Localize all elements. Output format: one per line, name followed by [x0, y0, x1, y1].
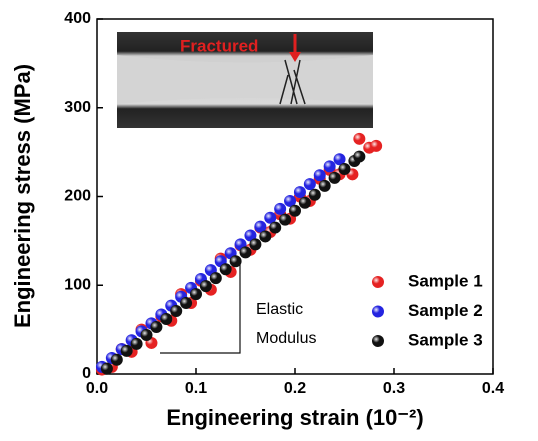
legend-label: Sample 2 — [408, 301, 483, 320]
point-shine — [130, 337, 143, 350]
point-shine — [219, 263, 232, 276]
point-shine — [318, 179, 331, 192]
x-tick-label: 0.3 — [383, 380, 405, 397]
point-shine — [180, 297, 193, 309]
point-shine — [199, 280, 212, 293]
annotation: Elastic — [256, 301, 303, 318]
legend-label: Sample 1 — [408, 271, 483, 290]
y-tick-label: 300 — [64, 99, 91, 116]
point-shine — [140, 328, 153, 341]
point-shine — [170, 304, 183, 317]
y-tick-label: 400 — [64, 10, 91, 27]
point-shine — [279, 213, 292, 226]
inset-photo: Fractured — [117, 32, 373, 128]
y-tick-label: 200 — [64, 188, 91, 205]
point-shine — [308, 188, 321, 201]
point-shine — [259, 230, 272, 243]
point-shine — [303, 178, 316, 191]
point-shine — [229, 255, 242, 268]
point-shine — [254, 220, 267, 233]
legend-marker-shine — [372, 335, 384, 347]
point-shine — [100, 362, 113, 375]
point-shine — [249, 238, 262, 251]
point-shine — [338, 162, 351, 175]
point-shine — [274, 202, 287, 215]
point-shine — [333, 153, 346, 166]
point-shine — [244, 229, 257, 242]
point-shine — [313, 169, 326, 182]
point-shine — [323, 160, 336, 173]
point-shine — [284, 194, 297, 207]
y-tick-label: 0 — [82, 365, 91, 382]
point-shine — [353, 150, 366, 163]
x-axis-label: Engineering strain (10⁻²) — [166, 405, 423, 430]
point-shine — [328, 171, 341, 184]
point-shine — [190, 288, 202, 301]
inset-label: Fractured — [180, 36, 258, 55]
x-tick-label: 0.2 — [284, 380, 306, 397]
legend-marker-shine — [372, 276, 384, 288]
point-shine — [209, 272, 222, 285]
point-shine — [293, 186, 306, 199]
point-shine — [269, 221, 282, 234]
point-shine — [298, 196, 311, 209]
point-shine — [110, 353, 123, 366]
point-shine — [353, 132, 366, 145]
point-shine — [150, 320, 163, 333]
y-axis-label: Engineering stress (MPa) — [10, 64, 35, 328]
point-shine — [289, 204, 301, 217]
annotation: Modulus — [256, 330, 316, 347]
slope-triangle: Elastic Modulus — [160, 262, 316, 354]
legend-marker-shine — [372, 305, 384, 318]
point-shine — [239, 246, 252, 259]
legend-label: Sample 3 — [408, 330, 483, 349]
point-shine — [370, 139, 383, 152]
y-tick-label: 100 — [64, 276, 91, 293]
x-tick-label: 0.1 — [185, 380, 207, 397]
x-tick-label: 0.4 — [482, 380, 504, 397]
point-shine — [120, 344, 133, 357]
x-tick-label: 0.0 — [86, 380, 108, 397]
point-shine — [264, 211, 277, 224]
point-shine — [160, 312, 173, 325]
